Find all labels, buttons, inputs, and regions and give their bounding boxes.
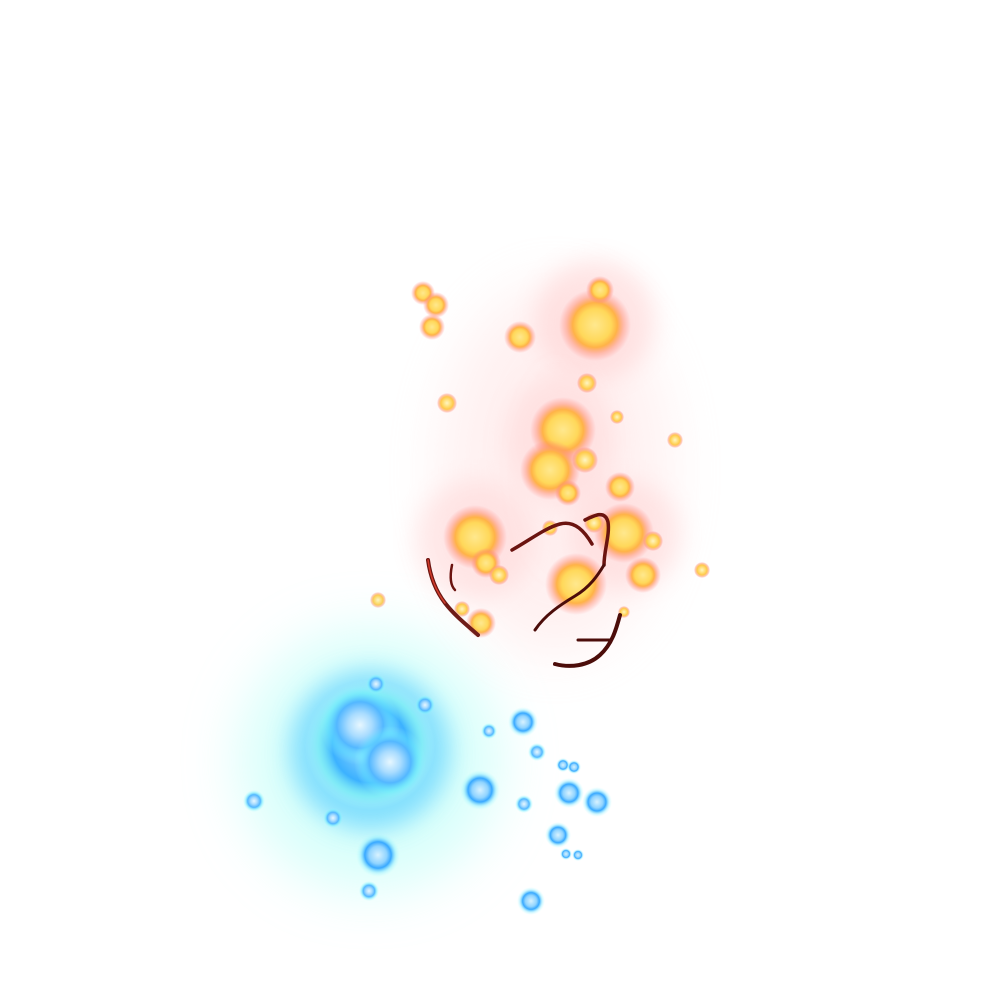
ember-streak (449, 563, 457, 592)
fire-particle (545, 553, 607, 615)
ember-streaks (426, 512, 622, 668)
ice-particle (243, 790, 265, 812)
fire-particle (559, 289, 631, 361)
ice-particle (366, 674, 386, 694)
ice-particle (508, 707, 538, 737)
ice-particle (460, 770, 500, 810)
fire-particle (694, 562, 710, 578)
fire-particles-icon (370, 260, 710, 655)
ember-streak (533, 563, 606, 632)
fire-particle (370, 592, 386, 608)
ember-streak (583, 512, 611, 567)
fire-particle (423, 292, 449, 318)
ice-particle (567, 760, 581, 774)
fire-particle (555, 480, 581, 506)
ice-particle (323, 808, 343, 828)
fire-particle (572, 447, 598, 473)
fire-particle (667, 432, 683, 448)
fire-particle (489, 565, 509, 585)
ice-particle (554, 778, 584, 808)
ice-particle (481, 723, 497, 739)
ice-particle (560, 848, 572, 860)
fire-particle (577, 373, 597, 393)
ice-particle (572, 849, 584, 861)
ice-particle (528, 743, 546, 761)
frost-particles-icon (240, 630, 612, 915)
ember-streak (553, 613, 622, 668)
ember-streak (510, 521, 594, 552)
ice-particle (545, 822, 571, 848)
ice-particle (359, 881, 379, 901)
fire-particle (504, 321, 536, 353)
fire-particle (643, 531, 663, 551)
fire-particle (466, 608, 496, 638)
fire-particle (625, 557, 661, 593)
ice-particle (515, 795, 533, 813)
fire-particle (605, 472, 635, 502)
fire-particle (454, 601, 470, 617)
ice-particle (415, 695, 435, 715)
fire-particle (594, 503, 654, 563)
ice-particle (354, 726, 426, 798)
ice-particle (356, 833, 400, 877)
fire-particle (586, 276, 614, 304)
ember-streak (427, 559, 446, 604)
fire-particle (610, 410, 624, 424)
ice-particle (556, 758, 570, 772)
ice-particle (582, 787, 612, 817)
ice-particle (517, 887, 545, 915)
fire-particle (437, 393, 457, 413)
fire-particle (419, 314, 445, 340)
